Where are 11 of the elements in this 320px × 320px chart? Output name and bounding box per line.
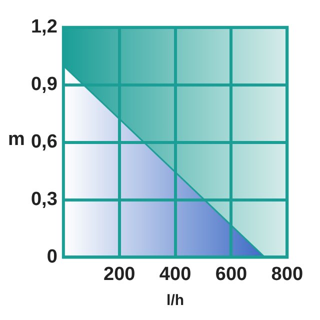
x-tick-label: 600 xyxy=(215,264,247,285)
y-tick-label: 0,3 xyxy=(30,188,58,210)
y-tick-label: 0,6 xyxy=(30,132,58,153)
x-tick-label: 800 xyxy=(271,264,303,285)
y-axis-title: m xyxy=(8,129,25,151)
x-tick-label: 200 xyxy=(103,264,136,285)
x-tick-label: 400 xyxy=(159,264,192,285)
x-axis-title: l/h xyxy=(166,292,184,310)
y-tick-label: 0 xyxy=(46,246,58,268)
y-tick-label: 0,9 xyxy=(30,74,58,96)
y-tick-label: 1,2 xyxy=(30,16,58,38)
